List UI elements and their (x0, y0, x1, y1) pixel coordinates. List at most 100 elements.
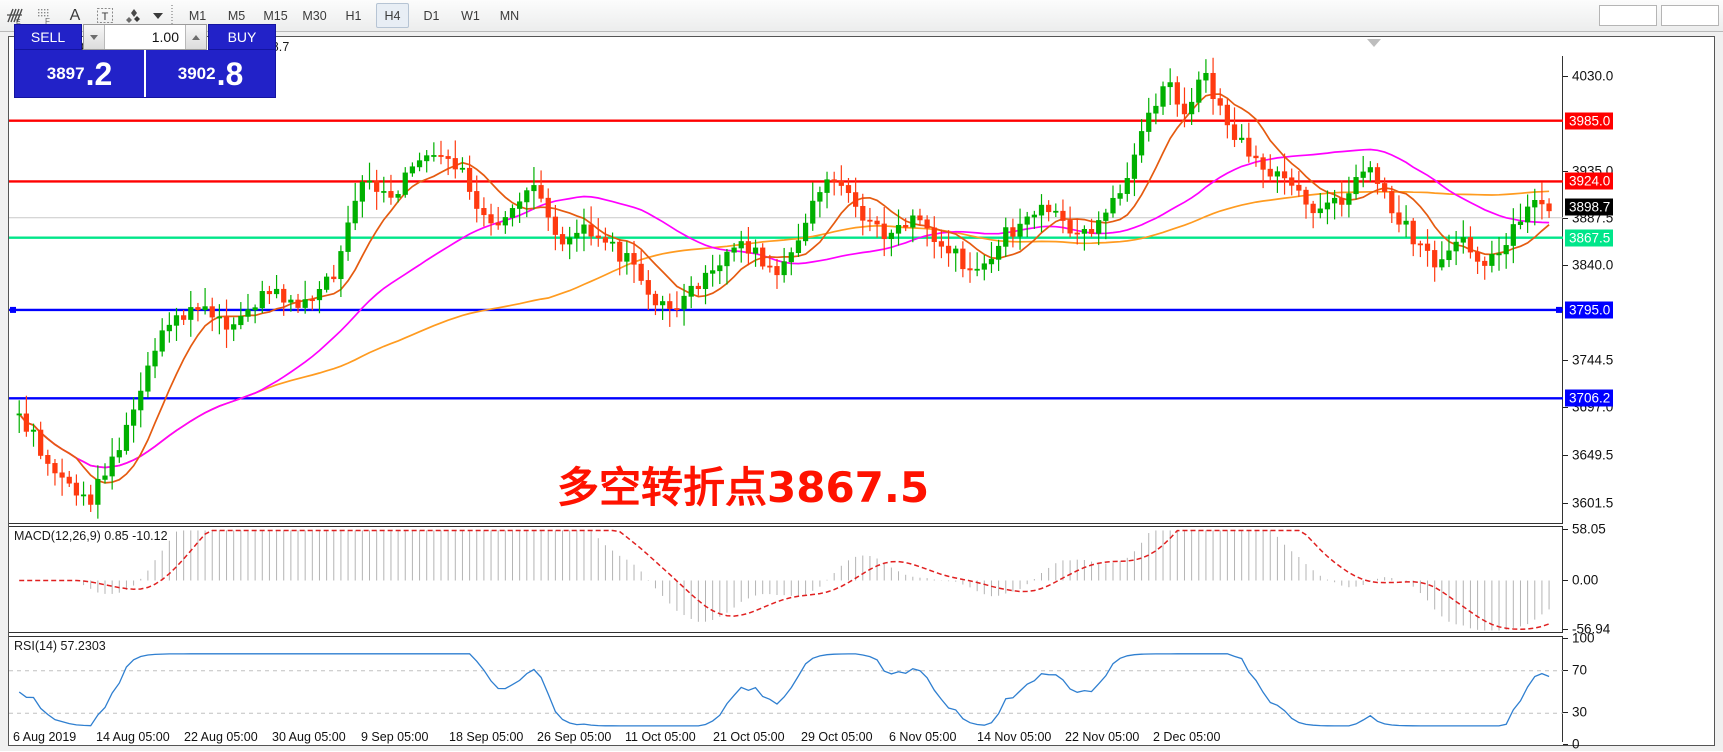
templates-dropdown-icon[interactable] (150, 2, 166, 30)
time-tick-9: 29 Oct 05:00 (801, 730, 873, 744)
price-badge-3706.2[interactable]: 3706.2 (1565, 389, 1614, 407)
timeframe-w1[interactable]: W1 (461, 8, 480, 23)
time-tick-6: 26 Sep 05:00 (537, 730, 612, 744)
rsi-tick-0: 0 (1572, 736, 1580, 752)
time-scale[interactable]: 6 Aug 2019 14 Aug 05:00 22 Aug 05:00 30 Aug… (8, 730, 1715, 751)
timeframe-mn[interactable]: MN (499, 8, 520, 23)
pane-collapse-icon[interactable] (1367, 39, 1381, 47)
buy-button[interactable]: BUY (208, 24, 276, 50)
objects-grid-icon[interactable]: F (30, 2, 60, 30)
time-tick-2: 22 Aug 05:00 (184, 730, 258, 744)
sell-price-decimal: .2 (85, 55, 113, 92)
sell-price-integer: 3897 (46, 63, 85, 83)
price-tick-3649.5: 3649.5 (1572, 447, 1614, 463)
axis-tick (1563, 454, 1568, 456)
one-click-trading-panel[interactable]: SELL 1.00 BUY 3897 .2 3902 .8 (14, 24, 276, 98)
buy-price[interactable]: 3902 .8 (144, 50, 275, 97)
svg-text:F: F (45, 17, 50, 26)
price-pane[interactable]: 多空转折点3867.5 (9, 56, 1563, 524)
time-tick-8: 21 Oct 05:00 (713, 730, 785, 744)
text-label-icon[interactable]: T (90, 2, 120, 30)
rsi-tick-70: 70 (1572, 662, 1588, 678)
chart-window: CHINA300-,H4 3898.5 3903.6 3887.4 3898.7… (8, 36, 1716, 752)
axis-tick (1563, 265, 1568, 267)
timeframe-m30[interactable]: M30 (302, 8, 327, 23)
buy-price-integer: 3902 (177, 63, 216, 83)
rsi-tick-30: 30 (1572, 704, 1588, 720)
trade-prices-row: 3897 .2 3902 .8 (14, 50, 276, 98)
volume-stepper[interactable]: 1.00 (83, 24, 207, 50)
chart-annotation-text: 多空转折点3867.5 (557, 463, 930, 512)
macd-canvas (19, 529, 1550, 631)
svg-text:T: T (102, 11, 109, 23)
time-tick-1: 14 Aug 05:00 (96, 730, 170, 744)
price-badge-3867.5[interactable]: 3867.5 (1565, 229, 1614, 247)
sell-button[interactable]: SELL (14, 24, 82, 50)
indicators-icon[interactable]: E (0, 2, 30, 30)
axis-tick (1563, 407, 1568, 409)
axis-tick (1563, 170, 1568, 172)
chevron-up-icon (192, 34, 200, 40)
buy-price-decimal: .8 (216, 55, 244, 92)
macd-label: MACD(12,26,9) 0.85 -10.12 (14, 529, 168, 543)
time-tick-5: 18 Sep 05:00 (449, 730, 524, 744)
price-tick-3840.0: 3840.0 (1572, 257, 1614, 273)
time-tick-4: 9 Sep 05:00 (361, 730, 429, 744)
timeframe-m5[interactable]: M5 (227, 8, 246, 23)
axis-tick (1563, 502, 1568, 504)
axis-tick (1563, 360, 1568, 362)
axis-tick (1563, 744, 1568, 745)
timeframe-m15[interactable]: M15 (263, 8, 288, 23)
text-tool-icon[interactable]: A (69, 6, 81, 24)
toolbar-field-1[interactable] (1599, 5, 1657, 26)
time-tick-7: 11 Oct 05:00 (625, 730, 696, 744)
axis-tick (1563, 638, 1568, 639)
axis-tick (1563, 628, 1568, 630)
toolbar-field-2[interactable] (1661, 5, 1719, 26)
macd-tick--56.94: -56.94 (1572, 621, 1611, 637)
time-tick-13: 2 Dec 05:00 (1153, 730, 1221, 744)
time-tick-0: 6 Aug 2019 (13, 730, 77, 744)
timeframe-d1[interactable]: D1 (423, 8, 440, 23)
volume-increase-button[interactable] (185, 25, 206, 49)
timeframe-h1[interactable]: H1 (345, 8, 362, 23)
time-tick-12: 22 Nov 05:00 (1065, 730, 1140, 744)
svg-text:E: E (16, 19, 21, 26)
axis-tick (1563, 75, 1568, 77)
toolbar-separator (171, 4, 173, 27)
price-chart-canvas (9, 57, 1563, 519)
main-toolbar: E F A T (0, 0, 1723, 32)
timeframe-h4[interactable]: H4 (376, 3, 409, 28)
axis-tick (1563, 217, 1568, 219)
rsi-pane[interactable]: RSI(14) 57.2303 (9, 636, 1563, 742)
price-badge-3924.0[interactable]: 3924.0 (1565, 172, 1614, 190)
macd-pane[interactable]: MACD(12,26,9) 0.85 -10.12 (9, 526, 1563, 633)
price-badge-3795.0[interactable]: 3795.0 (1565, 301, 1614, 319)
trade-controls-row: SELL 1.00 BUY (14, 24, 276, 50)
toolbar-right-group (1595, 5, 1723, 26)
volume-input[interactable]: 1.00 (151, 29, 179, 45)
axis-tick (1563, 669, 1568, 671)
axis-tick (1563, 579, 1568, 581)
rsi-label: RSI(14) 57.2303 (14, 639, 106, 653)
price-tick-3744.5: 3744.5 (1572, 352, 1614, 368)
price-badge-3985.0[interactable]: 3985.0 (1565, 112, 1614, 130)
macd-tick-0.00: 0.00 (1572, 572, 1599, 587)
timeframe-m1[interactable]: M1 (188, 8, 207, 23)
price-tick-4030.0: 4030.0 (1572, 68, 1614, 84)
price-badge-3898.7[interactable]: 3898.7 (1565, 198, 1614, 216)
rsi-canvas (9, 653, 1563, 727)
price-tick-3601.5: 3601.5 (1572, 495, 1614, 511)
macd-tick-58.05: 58.05 (1572, 521, 1606, 537)
time-tick-3: 30 Aug 05:00 (272, 730, 346, 744)
axis-tick (1563, 712, 1568, 714)
axis-tick (1563, 529, 1568, 531)
chevron-down-icon (90, 34, 98, 40)
price-scale[interactable]: 4030.0 3935.0 3887.5 3840.0 3744.5 3697.0 3649… (1563, 56, 1716, 752)
templates-icon[interactable] (120, 2, 150, 30)
rsi-tick-100: 100 (1572, 630, 1595, 646)
time-tick-10: 6 Nov 05:00 (889, 730, 957, 744)
volume-decrease-button[interactable] (84, 25, 105, 49)
sell-price[interactable]: 3897 .2 (15, 50, 144, 97)
